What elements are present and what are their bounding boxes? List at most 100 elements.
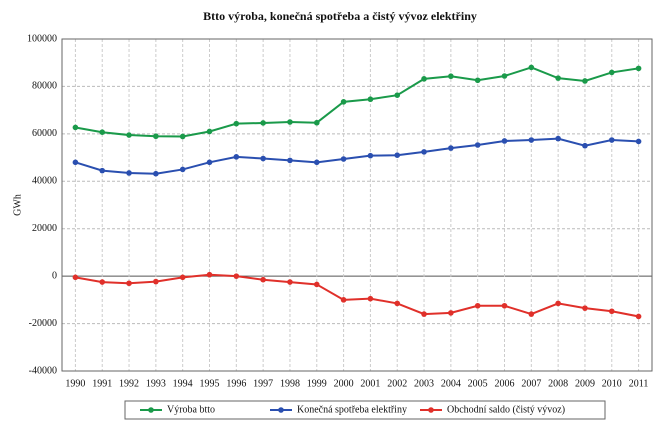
point (233, 154, 240, 160)
y-tick-label: -20000 (29, 318, 57, 329)
point (206, 128, 213, 135)
legend-marker (428, 407, 434, 413)
point (582, 142, 588, 149)
point (448, 145, 454, 151)
point (340, 156, 347, 162)
point (313, 281, 320, 288)
y-tick-label: 0 (52, 270, 57, 281)
y-tick-label: 80000 (32, 81, 57, 92)
point (528, 64, 535, 71)
x-tick-label: 1992 (119, 378, 139, 389)
chart-title: Btto výroba, konečná spotřeba a čistý vý… (203, 9, 477, 23)
point (555, 135, 561, 142)
point (206, 159, 213, 166)
y-tick-label: 100000 (27, 33, 57, 44)
x-tick-label: 2005 (468, 378, 488, 389)
x-tick-label: 2009 (575, 378, 595, 389)
legend-label: Konečná spotřeba elektřiny (297, 404, 407, 415)
x-tick-label: 1999 (307, 378, 327, 389)
x-tick-label: 2003 (414, 378, 434, 389)
point (313, 159, 320, 166)
point (608, 137, 615, 143)
point (72, 159, 79, 166)
x-tick-label: 2006 (495, 378, 515, 389)
x-tick-label: 1995 (200, 378, 220, 389)
point (287, 279, 293, 285)
point (99, 167, 106, 174)
point (72, 124, 79, 131)
point (394, 92, 401, 99)
point (287, 157, 293, 164)
x-tick-label: 1994 (173, 378, 193, 389)
legend-label: Výroba btto (167, 404, 215, 415)
point (421, 311, 427, 317)
x-tick-label: 2002 (387, 378, 407, 389)
point (474, 302, 481, 309)
point (555, 300, 561, 307)
point (72, 274, 79, 281)
point (153, 170, 159, 177)
point (635, 138, 642, 145)
point (153, 278, 159, 285)
point (394, 300, 401, 307)
x-tick-label: 1991 (92, 378, 112, 389)
x-tick-label: 2011 (629, 378, 649, 389)
x-tick-label: 2007 (521, 378, 541, 389)
x-tick-label: 2000 (334, 378, 354, 389)
point (555, 75, 561, 81)
point (474, 142, 481, 148)
x-tick-label: 2008 (548, 378, 568, 389)
x-tick-label: 1990 (65, 378, 85, 389)
point (635, 65, 642, 72)
point (206, 271, 213, 278)
point (99, 279, 106, 285)
point (233, 273, 240, 279)
x-tick-label: 1997 (253, 378, 273, 389)
point (608, 308, 615, 315)
series-line (75, 66, 639, 138)
y-tick-label: -40000 (29, 365, 57, 376)
point (179, 133, 186, 140)
point (179, 166, 186, 173)
point (260, 155, 266, 162)
point (448, 310, 454, 316)
point (153, 133, 159, 140)
point (635, 313, 642, 320)
plot-frame (61, 38, 653, 372)
legend-marker (278, 407, 284, 413)
point (179, 274, 186, 281)
point (126, 132, 132, 138)
point (340, 297, 347, 303)
y-tick-label: 20000 (32, 223, 57, 234)
point (501, 138, 508, 144)
point (448, 73, 454, 80)
point (528, 137, 535, 143)
point (99, 129, 106, 135)
point (340, 99, 347, 105)
point (260, 120, 266, 126)
x-tick-label: 2001 (360, 378, 380, 389)
point (394, 152, 401, 158)
series-line (75, 273, 639, 318)
y-tick-label: 40000 (32, 176, 57, 187)
point (474, 77, 481, 84)
point (582, 305, 588, 311)
legend-label: Obchodní saldo (čistý vývoz) (447, 404, 565, 415)
point (367, 96, 374, 103)
point (367, 152, 374, 159)
point (260, 276, 266, 283)
point (501, 73, 508, 79)
point (501, 302, 508, 309)
series-line (75, 137, 639, 175)
x-tick-label: 2004 (441, 378, 461, 389)
point (287, 119, 293, 125)
x-tick-label: 1993 (146, 378, 166, 389)
point (233, 120, 240, 127)
point (126, 170, 132, 176)
legend-marker (148, 407, 154, 413)
point (367, 295, 374, 302)
legend-box (124, 400, 606, 420)
point (421, 149, 427, 155)
x-tick-label: 2010 (602, 378, 622, 389)
